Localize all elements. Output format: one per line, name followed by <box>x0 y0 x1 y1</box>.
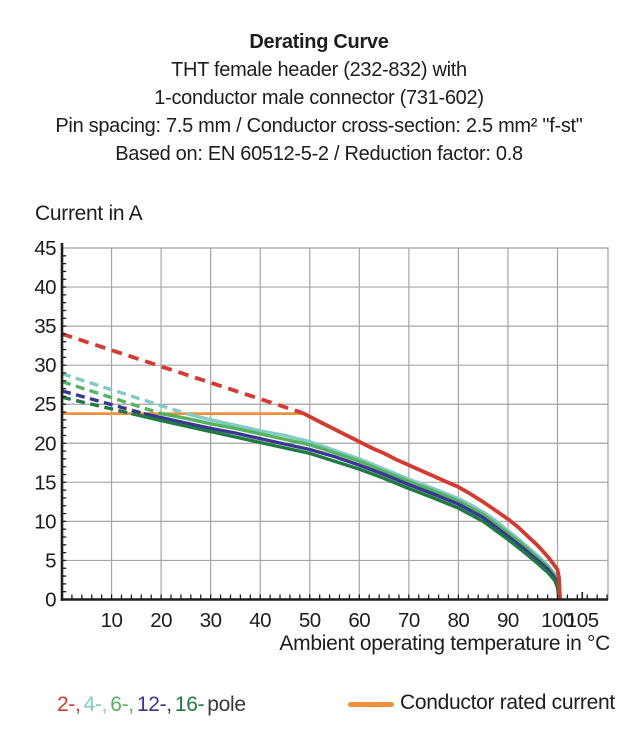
axes <box>60 243 608 601</box>
series-16-pole-solid <box>131 411 561 600</box>
subtitle-line-1: THT female header (232-832) with <box>171 59 467 81</box>
series-12-pole-solid <box>143 411 562 600</box>
x-tick-70: 70 <box>398 609 420 632</box>
y-axis-title: Current in A <box>35 202 143 225</box>
x-tick-20: 20 <box>150 609 172 632</box>
y-tick-10: 10 <box>34 510 56 533</box>
subtitle-line-2: 1-conductor male connector (731-602) <box>154 87 484 109</box>
series-2-pole-solid <box>301 411 562 600</box>
pole-legend: 2-, 4-, 6-, 12-, 16- pole <box>57 693 249 717</box>
series-12-pole-dashed <box>61 389 145 416</box>
y-tick-5: 5 <box>45 549 56 572</box>
x-tick-80: 80 <box>447 609 469 632</box>
series-16-pole <box>61 395 561 600</box>
x-tick-50: 50 <box>299 609 321 632</box>
subtitle-line-4: Based on: EN 60512-5-2 / Reduction facto… <box>115 143 523 165</box>
series-4-pole-dashed <box>61 372 187 416</box>
series-6-pole-dashed <box>61 379 162 416</box>
x-tick-30: 30 <box>200 609 222 632</box>
x-tick-90: 90 <box>497 609 519 632</box>
y-tick-15: 15 <box>34 471 56 494</box>
legend-item-12-pole: 12-, <box>136 693 172 716</box>
y-tick-35: 35 <box>34 315 56 338</box>
series-12-pole <box>61 389 562 600</box>
y-tick-20: 20 <box>34 432 56 455</box>
rated-current-label: Conductor rated current <box>400 691 615 714</box>
legend-item-16-pole: 16- <box>174 693 205 716</box>
chart-header: Derating Curve THT female header (232-83… <box>0 28 638 168</box>
x-tick-60: 60 <box>348 609 370 632</box>
series-4-pole <box>61 372 563 600</box>
subtitle-line-3: Pin spacing: 7.5 mm / Conductor cross-se… <box>55 115 583 137</box>
x-tick-10: 10 <box>101 609 123 632</box>
series-2-pole <box>61 332 562 600</box>
legend-pole-suffix: pole <box>207 693 246 716</box>
y-tick-25: 25 <box>34 393 56 416</box>
series-16-pole-dashed <box>61 395 132 416</box>
legend-item-2-pole: 2-, <box>57 693 81 716</box>
legend-item-4-pole: 4-, <box>83 693 108 716</box>
x-tick-40: 40 <box>249 609 271 632</box>
x-tick-100: 100 <box>541 609 574 632</box>
y-tick-40: 40 <box>34 276 56 299</box>
y-tick-0: 0 <box>45 589 56 612</box>
y-tick-30: 30 <box>34 354 56 377</box>
series-4-pole-solid <box>185 411 563 600</box>
series-6-pole <box>61 379 562 600</box>
x-axis-title: Ambient operating temperature in °C <box>279 632 610 655</box>
x-tick-105: 105 <box>566 609 599 632</box>
rated-current-swatch <box>348 702 394 707</box>
legend-item-6-pole: 6-, <box>110 693 134 716</box>
series-2-pole-dashed <box>61 332 303 415</box>
page-title: Derating Curve <box>249 31 389 53</box>
series-6-pole-solid <box>160 411 562 600</box>
y-tick-45: 45 <box>34 237 56 260</box>
